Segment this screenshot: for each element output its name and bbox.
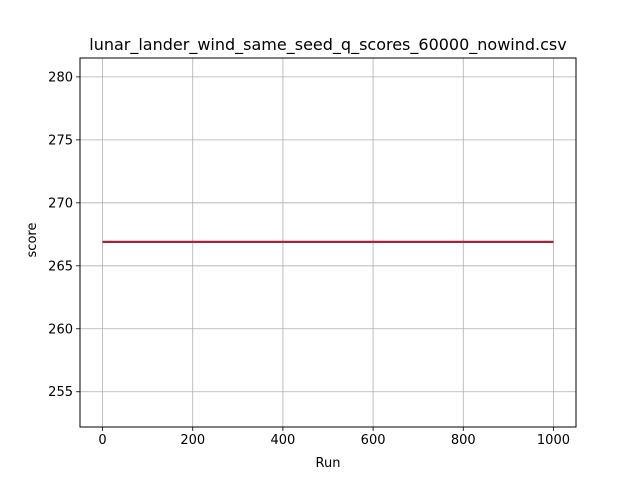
x-tick-label: 1000 (537, 433, 570, 448)
chart-title: lunar_lander_wind_same_seed_q_scores_600… (89, 35, 566, 55)
x-tick-label: 800 (451, 433, 476, 448)
y-tick-label: 270 (48, 196, 73, 211)
y-tick-label: 260 (48, 322, 73, 337)
x-tick-label: 200 (180, 433, 205, 448)
x-tick-label: 0 (98, 433, 106, 448)
plot-frame (79, 57, 577, 428)
y-tick-label: 265 (48, 259, 73, 274)
y-tick-label: 280 (48, 70, 73, 85)
x-tick-label: 400 (270, 433, 295, 448)
axis-ticks: 0 200 400 600 800 1000 255 260 265 270 275 280 (48, 70, 570, 448)
x-tick-label: 600 (361, 433, 386, 448)
y-tick-label: 255 (48, 385, 73, 400)
y-tick-label: 275 (48, 133, 73, 148)
y-axis-label: score (25, 223, 40, 258)
x-axis-label: Run (316, 456, 341, 471)
